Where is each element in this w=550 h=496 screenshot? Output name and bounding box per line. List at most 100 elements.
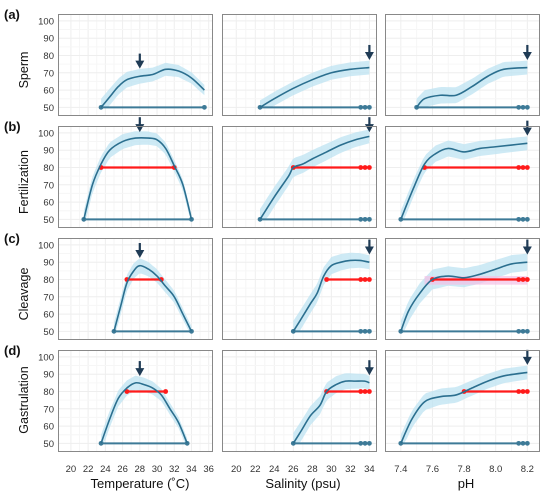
panel-gastrulation-ph: 7.4 7.6 7.8 8.0 8.2 [385, 349, 540, 475]
x-tick-label: 8.2 [521, 464, 534, 475]
panel-border [222, 14, 377, 116]
panel-label-d: (d) [4, 343, 21, 358]
baseline-end-dot [358, 216, 364, 222]
threshold-end-dot [362, 389, 368, 394]
y-tick-label: 60 [43, 422, 54, 433]
optimum-arrow [364, 360, 374, 376]
threshold-end-dot [358, 277, 364, 282]
fitted-curve [100, 381, 188, 444]
y-tick-labels: 50 60 70 80 90 100 [38, 16, 54, 113]
baseline-end-dot [201, 104, 207, 110]
threshold-end-dot [366, 165, 372, 170]
threshold-end-dot [520, 165, 526, 170]
x-tick-labels: 7.4 7.6 7.8 8.0 8.2 [394, 464, 534, 475]
row-label-sperm: Sperm [17, 52, 31, 89]
y-tick-label: 60 [43, 198, 54, 209]
baseline-end-dot [520, 216, 526, 222]
x-tick-label: 8.0 [489, 464, 502, 475]
optimum-arrow [364, 239, 374, 255]
baseline-end-dot [524, 440, 530, 446]
y-tick-label: 80 [43, 387, 54, 398]
arrow-head [522, 356, 532, 365]
arrow-head [135, 60, 145, 69]
baseline-end-dot [362, 104, 368, 110]
threshold-end-dot [524, 389, 530, 394]
fitted-curve [400, 261, 528, 332]
panel-sperm-salinity [222, 14, 377, 116]
x-tick-label: 20 [231, 464, 242, 475]
threshold-end-dot [524, 165, 530, 170]
baseline-end-dot [366, 216, 372, 222]
threshold-end-dot [163, 389, 169, 394]
baseline-end-dot [366, 328, 372, 334]
panel-border [222, 126, 377, 228]
y-tick-label: 50 [43, 215, 54, 226]
fitted-curve [83, 136, 193, 220]
panel-label-a: (a) [4, 7, 20, 22]
panel-border [58, 350, 213, 452]
y-tick-label: 100 [38, 128, 54, 139]
panel-label-c: (c) [4, 231, 20, 246]
optimum-arrow [135, 361, 145, 377]
fitted-curve [259, 66, 370, 109]
x-tick-label: 7.6 [426, 464, 439, 475]
x-tick-label: 32 [345, 464, 356, 475]
baseline-end-dot [358, 328, 364, 334]
y-tick-label: 90 [43, 34, 54, 45]
x-tick-label: 22 [83, 464, 94, 475]
gridlines [58, 126, 213, 228]
y-tick-labels: 50 60 70 80 90 100 [38, 240, 54, 337]
row-label-gastrulation: Gastrulation [17, 366, 31, 433]
arrow-head [135, 250, 145, 259]
panel-sperm-temperature: 50 60 70 80 90 100 [38, 14, 213, 116]
optimum-arrow [135, 53, 145, 69]
confidence-band [114, 258, 192, 332]
y-tick-label: 50 [43, 327, 54, 338]
y-tick-label: 80 [43, 163, 54, 174]
threshold-end-dot [516, 165, 522, 170]
x-tick-labels: 20 22 24 26 28 30 32 34 [231, 464, 375, 475]
threshold-end-dot [516, 277, 522, 282]
threshold-end-dot [520, 277, 526, 282]
x-tick-label: 30 [152, 464, 163, 475]
panel-border [222, 238, 377, 340]
y-tick-label: 50 [43, 103, 54, 114]
arrow-head [364, 246, 374, 255]
x-tick-label: 30 [326, 464, 337, 475]
optimum-arrow [522, 349, 532, 365]
panel-border [222, 350, 377, 452]
fitted-curve [400, 142, 528, 220]
y-tick-label: 80 [43, 51, 54, 62]
panel-cleavage-salinity [222, 238, 377, 340]
y-tick-label: 90 [43, 258, 54, 269]
panel-border [385, 14, 540, 116]
x-tick-label: 28 [135, 464, 146, 475]
optimum-arrow [522, 120, 532, 136]
confidence-band [260, 129, 370, 220]
panel-border [58, 126, 213, 228]
baseline-end-dot [366, 104, 372, 110]
x-tick-label: 26 [117, 464, 128, 475]
fitted-curve [100, 68, 205, 108]
x-tick-label: 34 [364, 464, 375, 475]
y-tick-label: 90 [43, 370, 54, 381]
row-label-cleavage: Cleavage [17, 268, 31, 321]
labels: (a) (b) (c) (d) Sperm Fertilization Clea… [4, 7, 474, 491]
gridlines [58, 238, 213, 340]
y-tick-label: 70 [43, 180, 54, 191]
y-tick-label: 60 [43, 86, 54, 97]
x-tick-label: 24 [100, 464, 111, 475]
threshold-end-dot [358, 165, 364, 170]
baseline-end-dot [524, 104, 530, 110]
y-tick-label: 70 [43, 68, 54, 79]
panel-fertilization-temperature: 50 60 70 80 90 100 [38, 117, 213, 228]
threshold-start-dot [124, 389, 130, 394]
fitted-curve [416, 66, 528, 108]
baseline-end-dot [520, 440, 526, 446]
y-tick-label: 80 [43, 275, 54, 286]
confidence-band [400, 136, 528, 220]
x-tick-label: 28 [307, 464, 318, 475]
panel-border [58, 238, 213, 340]
panel-label-b: (b) [4, 119, 21, 134]
